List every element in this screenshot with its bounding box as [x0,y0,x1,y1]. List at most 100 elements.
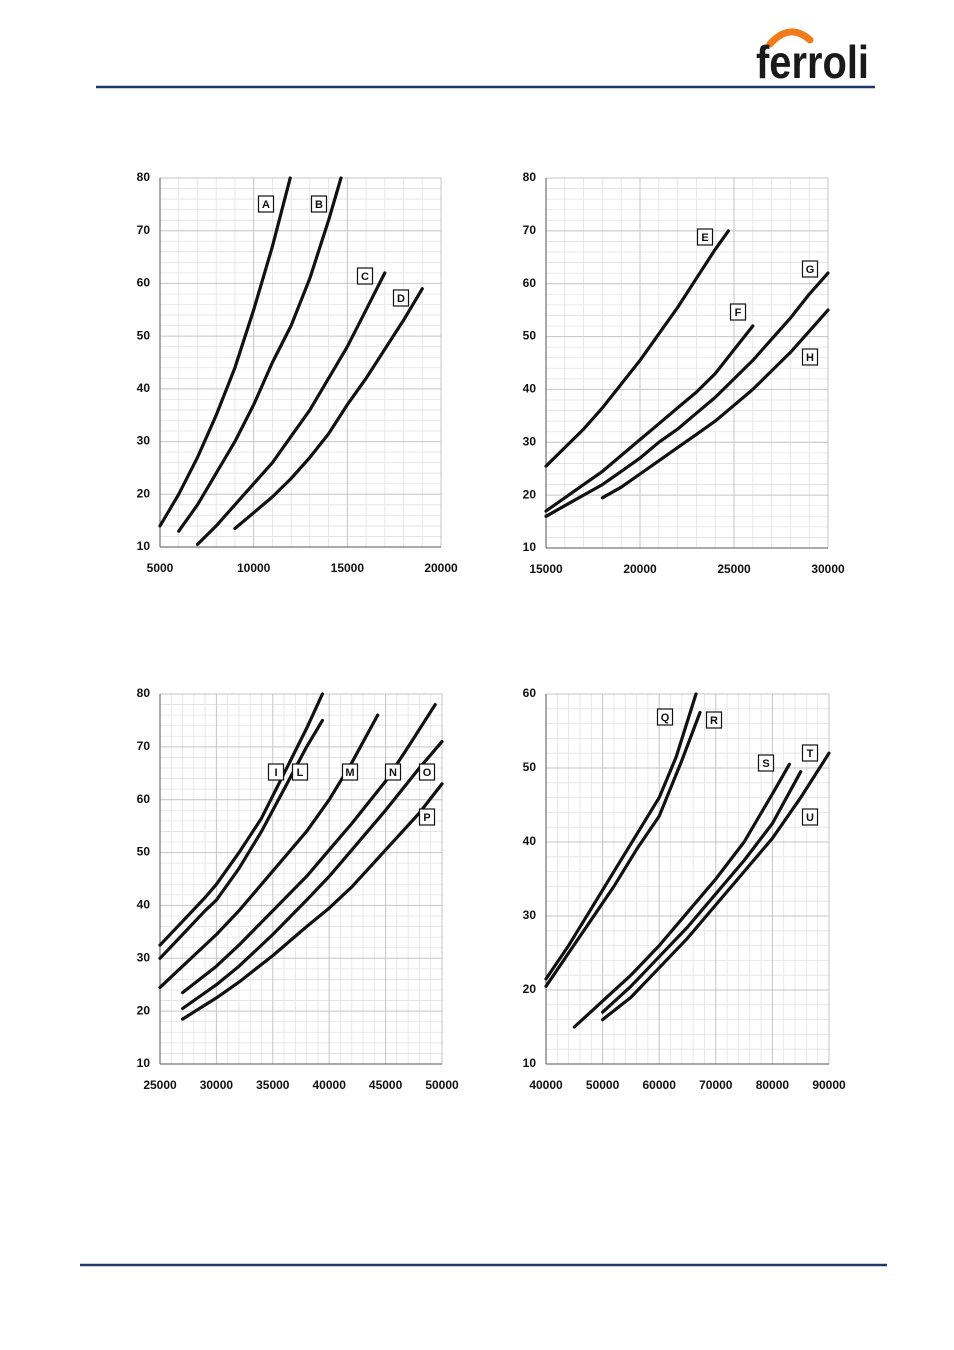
curve-label: N [389,767,397,779]
curve-label-box [801,348,819,366]
curve-label-box [418,763,436,781]
curve [158,718,324,960]
y-tick-label: 50 [523,760,537,774]
plot-area [160,178,441,547]
curve-label: R [710,715,718,727]
x-tick-label: 35000 [256,1078,290,1092]
x-tick-label: 70000 [699,1078,733,1092]
curve-label-box [729,303,747,321]
curve-label-box [356,267,374,285]
x-tick-label: 15000 [331,561,365,575]
x-tick-label: 40000 [313,1078,347,1092]
curve [572,762,791,1029]
y-tick-label: 80 [137,170,151,184]
curve-label: E [701,232,708,244]
curve [544,229,730,468]
y-tick-label: 50 [137,845,151,859]
y-tick-label: 30 [137,950,151,964]
x-tick-label: 30000 [200,1078,234,1092]
y-tick-label: 40 [137,898,151,912]
curve-label-box [801,744,819,762]
x-tick-label: 45000 [369,1078,403,1092]
y-tick-label: 80 [523,170,537,184]
x-tick-label: 60000 [643,1078,677,1092]
y-tick-label: 10 [523,1056,537,1070]
curve [181,782,444,1021]
y-tick-label: 20 [523,982,537,996]
curve-label-box [310,195,328,213]
y-tick-label: 70 [137,223,151,237]
y-tick-label: 70 [137,739,151,753]
y-tick-label: 20 [137,486,151,500]
curve [544,271,830,518]
y-tick-label: 10 [523,540,537,554]
curve-label: C [361,271,369,283]
curve-label: P [423,812,430,824]
curve [601,751,831,1022]
logo: ferroli [756,36,869,88]
x-tick-label: 90000 [812,1078,846,1092]
x-tick-label: 15000 [529,562,563,576]
y-tick-label: 60 [523,276,537,290]
y-tick-label: 40 [523,382,537,396]
x-tick-label: 40000 [529,1078,563,1092]
curve-label: U [806,812,814,824]
curve-label-box [801,260,819,278]
x-tick-label: 10000 [237,561,271,575]
curve-label: Q [661,712,670,724]
curve [177,176,343,533]
curve-label: F [735,307,742,319]
x-tick-label: 20000 [424,561,458,575]
curve-label-box [341,763,359,781]
curve-label-box [257,195,275,213]
curve-label: O [423,767,432,779]
curve [544,692,698,981]
y-tick-label: 50 [523,329,537,343]
curve [158,176,292,528]
curve [601,770,803,1014]
curve-label: S [762,758,769,770]
chart: 10 20 30 40 50 60 70 80 5000 10000 15000 20000 A B C D [137,170,458,575]
curve [233,287,424,531]
curve-label-box [656,708,674,726]
y-tick-label: 30 [523,434,537,448]
y-tick-label: 30 [137,434,151,448]
y-tick-label: 80 [137,686,151,700]
y-tick-label: 50 [137,328,151,342]
curve-label-box [705,711,723,729]
curve-label: G [806,264,815,276]
x-tick-label: 20000 [623,562,657,576]
curve-label: D [397,293,405,305]
curve [181,740,444,1011]
curve [544,324,755,513]
curve-label-box [418,808,436,826]
curve-label: B [315,199,323,211]
curve [600,308,830,500]
curve-label: L [297,767,304,779]
curve-label-box [392,289,410,307]
x-tick-label: 50000 [425,1078,459,1092]
curve [195,271,387,546]
charts: 10 20 30 40 50 60 70 80 5000 10000 15000 20000 A B C D 1… [137,170,846,1092]
x-tick-label: 5000 [147,561,174,575]
logo-swoosh [766,28,814,48]
curve [158,692,324,947]
x-tick-label: 25000 [143,1078,177,1092]
curve-label-box [801,808,819,826]
plot-area [546,694,829,1064]
x-tick-label: 30000 [811,562,845,576]
curve-label-box [267,763,285,781]
curve-label: A [262,199,270,211]
curve-label: M [345,767,354,779]
y-tick-label: 10 [137,539,151,553]
curve-label-box [291,763,309,781]
curve [544,710,702,988]
curve-label: T [807,748,814,760]
x-tick-label: 80000 [756,1078,790,1092]
curve-label: I [274,767,277,779]
y-tick-label: 60 [523,686,537,700]
curve-label-box [696,228,714,246]
curve-label: H [806,352,814,364]
y-tick-label: 10 [137,1056,151,1070]
